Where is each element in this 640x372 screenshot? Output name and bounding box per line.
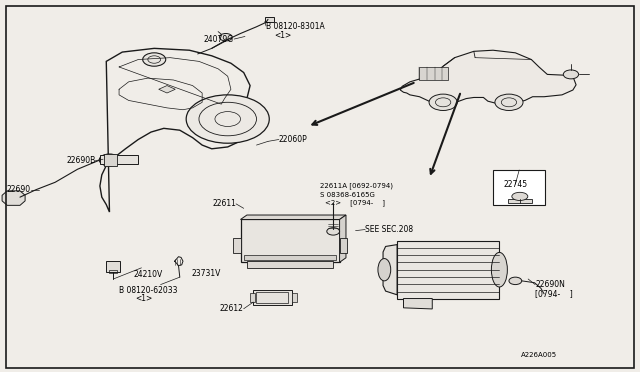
Bar [109, 270, 117, 273]
Text: B 08120-8301A: B 08120-8301A [266, 22, 325, 31]
Bar [100, 155, 138, 164]
Polygon shape [397, 241, 499, 298]
Bar [106, 261, 120, 272]
Bar [508, 199, 532, 203]
Text: 24079G: 24079G [204, 35, 234, 44]
Bar [493, 170, 545, 205]
Text: 24210V: 24210V [133, 270, 163, 279]
Text: SEE SEC.208: SEE SEC.208 [365, 225, 413, 234]
Text: <1>: <1> [275, 31, 292, 40]
Polygon shape [100, 48, 253, 212]
Bar [247, 261, 333, 268]
Text: 22690: 22690 [7, 185, 31, 194]
Bar [265, 17, 275, 22]
Text: 22611A [0692-0794): 22611A [0692-0794) [321, 183, 394, 189]
Text: 22612: 22612 [220, 304, 244, 313]
Bar [292, 293, 298, 302]
Ellipse shape [492, 252, 508, 287]
Text: 22745: 22745 [503, 180, 527, 189]
Circle shape [327, 228, 340, 235]
Text: <2>    [0794-    ]: <2> [0794- ] [325, 200, 385, 206]
Text: [0794-    ]: [0794- ] [535, 289, 573, 298]
Ellipse shape [378, 259, 390, 281]
Circle shape [495, 94, 523, 110]
Text: 22611: 22611 [212, 199, 236, 208]
Bar [104, 154, 117, 166]
Polygon shape [159, 86, 175, 93]
Polygon shape [340, 238, 348, 253]
Circle shape [220, 33, 232, 41]
Bar [419, 67, 448, 80]
Polygon shape [233, 238, 241, 253]
Circle shape [99, 154, 120, 166]
Text: 22690B: 22690B [66, 156, 95, 165]
Bar [241, 219, 340, 262]
Text: A226A005: A226A005 [521, 352, 557, 358]
Polygon shape [2, 191, 25, 205]
Polygon shape [403, 298, 432, 309]
Polygon shape [383, 245, 397, 295]
Text: B 08120-62033: B 08120-62033 [119, 286, 177, 295]
Bar [244, 255, 337, 260]
Circle shape [429, 94, 457, 110]
Ellipse shape [512, 192, 528, 201]
Bar [250, 293, 255, 302]
Polygon shape [340, 215, 346, 262]
Text: 22060P: 22060P [279, 135, 308, 144]
Bar [253, 290, 292, 305]
Circle shape [143, 53, 166, 66]
Text: 23731V: 23731V [191, 269, 221, 278]
Text: 22690N: 22690N [535, 280, 565, 289]
Polygon shape [400, 50, 576, 104]
Bar [257, 292, 289, 303]
Circle shape [563, 70, 579, 79]
Polygon shape [241, 215, 346, 219]
Circle shape [509, 277, 522, 285]
Text: S 08368-6165G: S 08368-6165G [321, 192, 375, 198]
Circle shape [186, 95, 269, 143]
Text: <1>: <1> [135, 294, 152, 303]
